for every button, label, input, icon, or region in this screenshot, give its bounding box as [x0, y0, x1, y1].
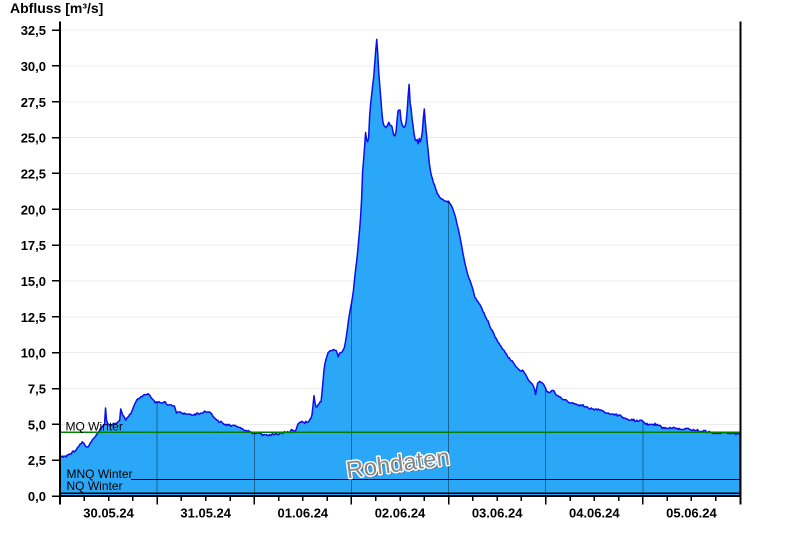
svg-text:NQ Winter: NQ Winter — [67, 479, 123, 493]
svg-text:04.06.24: 04.06.24 — [569, 505, 620, 520]
svg-text:30.05.24: 30.05.24 — [83, 505, 134, 520]
svg-text:20,0: 20,0 — [21, 202, 46, 217]
svg-text:MQ Winter: MQ Winter — [66, 420, 123, 434]
svg-text:2,5: 2,5 — [28, 453, 46, 468]
svg-text:01.06.24: 01.06.24 — [278, 505, 329, 520]
svg-text:7,5: 7,5 — [28, 382, 46, 397]
svg-text:25,0: 25,0 — [21, 131, 46, 146]
svg-text:02.06.24: 02.06.24 — [375, 505, 426, 520]
svg-text:30,0: 30,0 — [21, 59, 46, 74]
svg-text:27,5: 27,5 — [21, 95, 46, 110]
svg-text:15,0: 15,0 — [21, 274, 46, 289]
svg-text:5,0: 5,0 — [28, 417, 46, 432]
svg-text:12,5: 12,5 — [21, 310, 46, 325]
svg-text:31.05.24: 31.05.24 — [180, 505, 231, 520]
svg-text:32,5: 32,5 — [21, 23, 46, 38]
svg-text:10,0: 10,0 — [21, 346, 46, 361]
svg-text:03.06.24: 03.06.24 — [472, 505, 523, 520]
svg-text:0,0: 0,0 — [28, 489, 46, 504]
svg-text:Abfluss [m³/s]: Abfluss [m³/s] — [10, 0, 103, 16]
svg-text:MNQ Winter: MNQ Winter — [67, 467, 133, 481]
svg-text:05.06.24: 05.06.24 — [666, 505, 717, 520]
svg-text:22,5: 22,5 — [21, 166, 46, 181]
svg-text:17,5: 17,5 — [21, 238, 46, 253]
